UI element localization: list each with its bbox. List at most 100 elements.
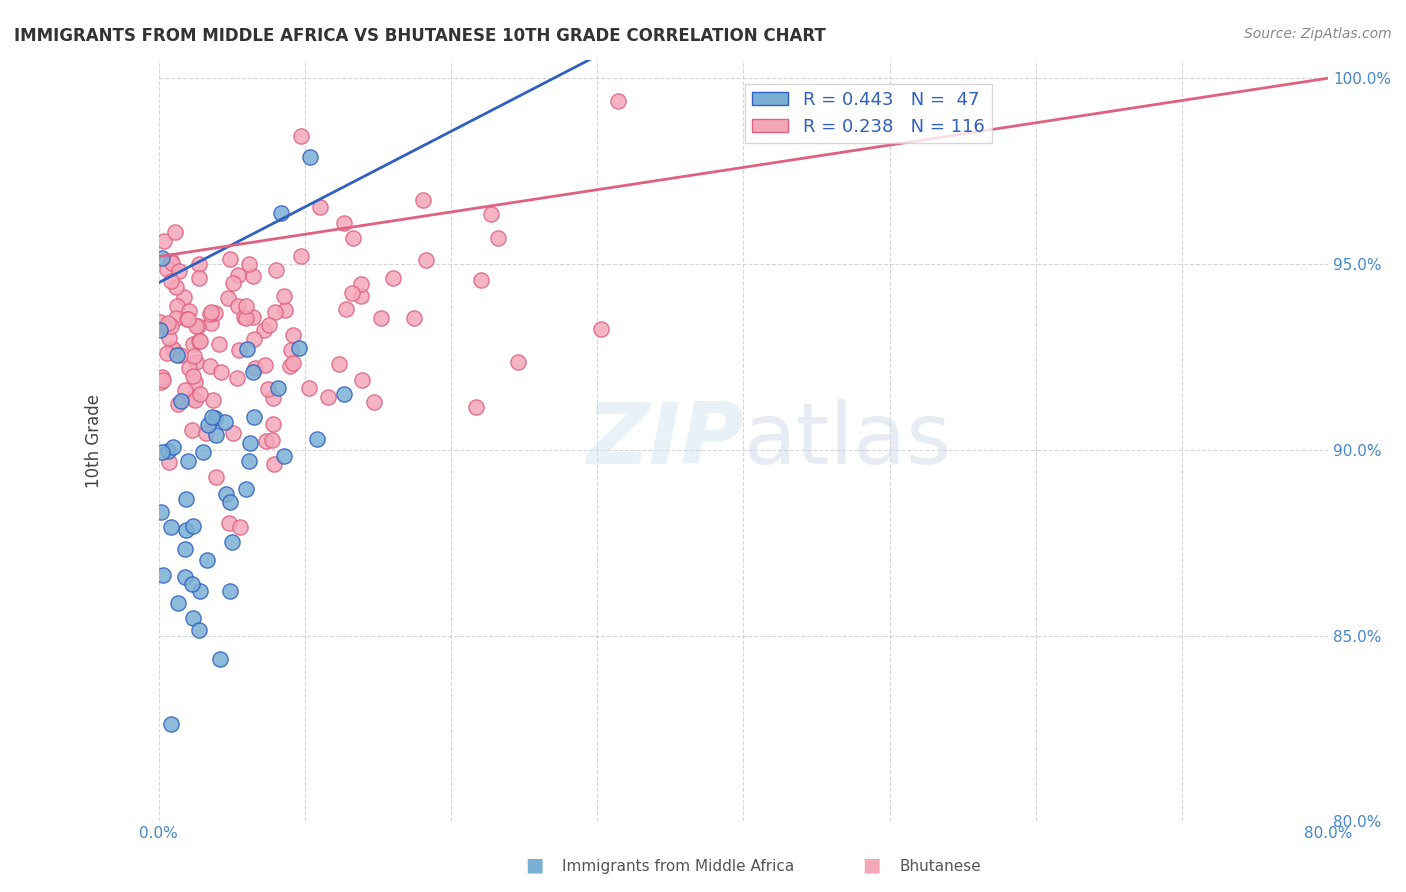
- Point: [209, 652, 232, 666]
- Text: atlas: atlas: [744, 399, 952, 482]
- Point: [200, 304, 222, 318]
- Point: [197, 417, 219, 432]
- Text: Source: ZipAtlas.com: Source: ZipAtlas.com: [1244, 27, 1392, 41]
- Point: [174, 492, 197, 507]
- Point: [173, 383, 195, 397]
- Point: [167, 263, 190, 277]
- Point: [153, 234, 176, 248]
- Point: [288, 341, 311, 355]
- Point: [159, 520, 181, 534]
- Point: [273, 288, 295, 302]
- Point: [204, 428, 226, 442]
- Point: [412, 193, 434, 207]
- Point: [187, 318, 209, 333]
- Point: [198, 307, 221, 321]
- Point: [174, 524, 197, 538]
- Point: [233, 310, 256, 324]
- Point: [245, 361, 267, 376]
- Point: [193, 444, 215, 458]
- Point: [316, 390, 339, 404]
- Point: [170, 394, 193, 409]
- Point: [229, 520, 252, 534]
- Point: [238, 454, 260, 468]
- Point: [152, 251, 174, 265]
- Point: [226, 371, 249, 385]
- Point: [281, 356, 304, 370]
- Point: [221, 426, 243, 441]
- Point: [188, 386, 211, 401]
- Point: [181, 519, 204, 533]
- Point: [186, 355, 208, 369]
- Point: [162, 256, 184, 270]
- Point: [479, 207, 502, 221]
- Point: [166, 348, 188, 362]
- Point: [166, 299, 188, 313]
- Point: [176, 312, 198, 326]
- Point: [205, 470, 228, 484]
- Point: [297, 381, 319, 395]
- Point: [174, 542, 197, 557]
- Point: [350, 277, 373, 292]
- Point: [415, 252, 437, 267]
- Point: [194, 425, 217, 440]
- Point: [305, 433, 328, 447]
- Point: [299, 150, 322, 164]
- Point: [209, 365, 232, 379]
- Point: [350, 288, 373, 302]
- Point: [187, 257, 209, 271]
- Text: IMMIGRANTS FROM MIDDLE AFRICA VS BHUTANESE 10TH GRADE CORRELATION CHART: IMMIGRANTS FROM MIDDLE AFRICA VS BHUTANE…: [14, 27, 825, 45]
- Point: [221, 276, 243, 290]
- Point: [150, 375, 173, 389]
- Point: [242, 268, 264, 283]
- Text: ■: ■: [524, 855, 544, 874]
- Point: [328, 357, 350, 371]
- Point: [219, 495, 242, 509]
- Point: [257, 382, 280, 396]
- Point: [207, 336, 229, 351]
- Point: [149, 323, 172, 337]
- Point: [280, 343, 302, 358]
- Point: [188, 623, 211, 637]
- Point: [238, 257, 260, 271]
- Point: [166, 396, 188, 410]
- Point: [235, 311, 257, 326]
- Point: [184, 319, 207, 334]
- Point: [150, 505, 173, 519]
- Point: [200, 359, 222, 373]
- Point: [160, 253, 183, 268]
- Point: [226, 299, 249, 313]
- Point: [204, 411, 226, 425]
- Point: [253, 323, 276, 337]
- Point: [217, 291, 239, 305]
- Point: [149, 315, 172, 329]
- Point: [177, 304, 200, 318]
- Point: [263, 458, 285, 472]
- Point: [381, 271, 404, 285]
- Y-axis label: 10th Grade: 10th Grade: [86, 393, 103, 488]
- Point: [183, 349, 205, 363]
- Text: Immigrants from Middle Africa: Immigrants from Middle Africa: [562, 859, 794, 874]
- Point: [242, 409, 264, 424]
- Point: [335, 301, 357, 316]
- Point: [152, 567, 174, 582]
- Point: [201, 392, 224, 407]
- Point: [165, 280, 187, 294]
- Point: [181, 423, 204, 437]
- Point: [290, 249, 312, 263]
- Point: [352, 373, 374, 387]
- Text: Bhutanese: Bhutanese: [900, 859, 981, 874]
- Point: [308, 200, 330, 214]
- Point: [162, 342, 184, 356]
- Point: [221, 534, 243, 549]
- Point: [173, 569, 195, 583]
- Point: [270, 205, 292, 219]
- Point: [195, 553, 218, 567]
- Point: [591, 322, 613, 336]
- Point: [242, 365, 264, 379]
- Point: [465, 400, 488, 414]
- Point: [177, 360, 200, 375]
- Point: [404, 311, 426, 326]
- Point: [235, 482, 257, 496]
- Point: [273, 303, 295, 318]
- Point: [159, 274, 181, 288]
